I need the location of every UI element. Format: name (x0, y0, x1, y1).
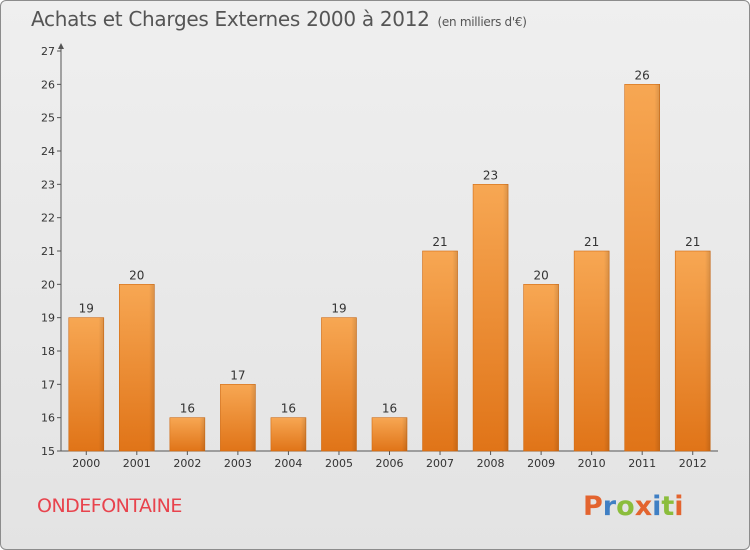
y-tick-label: 21 (41, 245, 55, 258)
bar-shade (68, 317, 104, 451)
bar-shade (270, 417, 306, 451)
x-tick-label: 2002 (173, 457, 201, 470)
y-tick-label: 16 (41, 412, 55, 425)
tick-labels: 15 16 17 18 19 20 21 22 23 24 25 26 27 2000 2001 2002 20… (41, 45, 707, 470)
bar-value-label: 20 (533, 268, 548, 282)
bar-value-label: 19 (79, 302, 94, 316)
logo-letter: i (674, 491, 684, 522)
x-tick-label: 2012 (679, 457, 707, 470)
bar-value-label: 16 (382, 402, 397, 416)
y-tick-label: 22 (41, 212, 55, 225)
bar-shade (624, 84, 660, 451)
bar-value-label: 16 (180, 402, 195, 416)
x-tick-label: 2005 (325, 457, 353, 470)
y-tick-label: 27 (41, 45, 55, 58)
y-tick-label: 23 (41, 178, 55, 191)
bar-value-label: 20 (129, 268, 144, 282)
bar-value-label: 16 (281, 402, 296, 416)
bar-shade (321, 317, 357, 451)
bar-shade (675, 251, 711, 451)
x-tick-label: 2010 (578, 457, 606, 470)
bar-shade (574, 251, 610, 451)
x-tick-label: 2006 (376, 457, 404, 470)
y-tick-label: 25 (41, 112, 55, 125)
title-text: Achats et Charges Externes 2000 à 2012 (31, 7, 430, 31)
x-tick-label: 2009 (527, 457, 555, 470)
bar-value-label: 26 (635, 68, 650, 82)
bar-shade (372, 417, 407, 451)
logo-letter: x (634, 491, 653, 522)
bar-shade (119, 284, 155, 451)
x-tick-label: 2007 (426, 457, 454, 470)
y-tick-label: 18 (41, 345, 55, 358)
proxiti-logo: Proxiti (583, 489, 693, 525)
x-tick-label: 2004 (274, 457, 302, 470)
bar-shade (422, 251, 458, 451)
x-tick-label: 2003 (224, 457, 252, 470)
y-axis-arrow (58, 43, 64, 49)
logo-letter: o (616, 491, 635, 522)
x-tick-label: 2008 (477, 457, 505, 470)
bar-value-label: 21 (432, 235, 447, 249)
x-tick-label: 2001 (123, 457, 151, 470)
bar-value-label: 23 (483, 168, 498, 182)
y-tick-label: 17 (41, 378, 55, 391)
y-tick-label: 26 (41, 78, 55, 91)
bar-value-label: 21 (584, 235, 599, 249)
logo-letter: t (661, 491, 675, 522)
chart-title: Achats et Charges Externes 2000 à 2012 (e… (31, 7, 527, 31)
y-tick-label: 19 (41, 312, 55, 325)
bar-value-label: 17 (230, 368, 245, 382)
commune-name: ONDEFONTAINE (37, 495, 182, 517)
bar-value-labels: 19 20 16 17 16 19 16 21 23 20 21 26 21 (79, 68, 701, 415)
logo-letter: i (652, 491, 662, 522)
bar-shade (169, 417, 205, 451)
bar-shade (523, 284, 559, 451)
x-tick-label: 2000 (72, 457, 100, 470)
logo-letter: P (583, 491, 603, 522)
axes (57, 43, 718, 455)
logo-letter: r (602, 491, 617, 522)
y-tick-label: 15 (41, 445, 55, 458)
bar-value-label: 21 (685, 235, 700, 249)
bar-shade (220, 384, 256, 451)
bar-shade (473, 184, 509, 452)
x-tick-label: 2011 (628, 457, 656, 470)
y-tick-label: 24 (41, 145, 55, 158)
bars (68, 84, 711, 452)
bar-value-label: 19 (331, 302, 346, 316)
title-unit: (en milliers d'€) (437, 15, 527, 29)
y-tick-label: 20 (41, 278, 55, 291)
